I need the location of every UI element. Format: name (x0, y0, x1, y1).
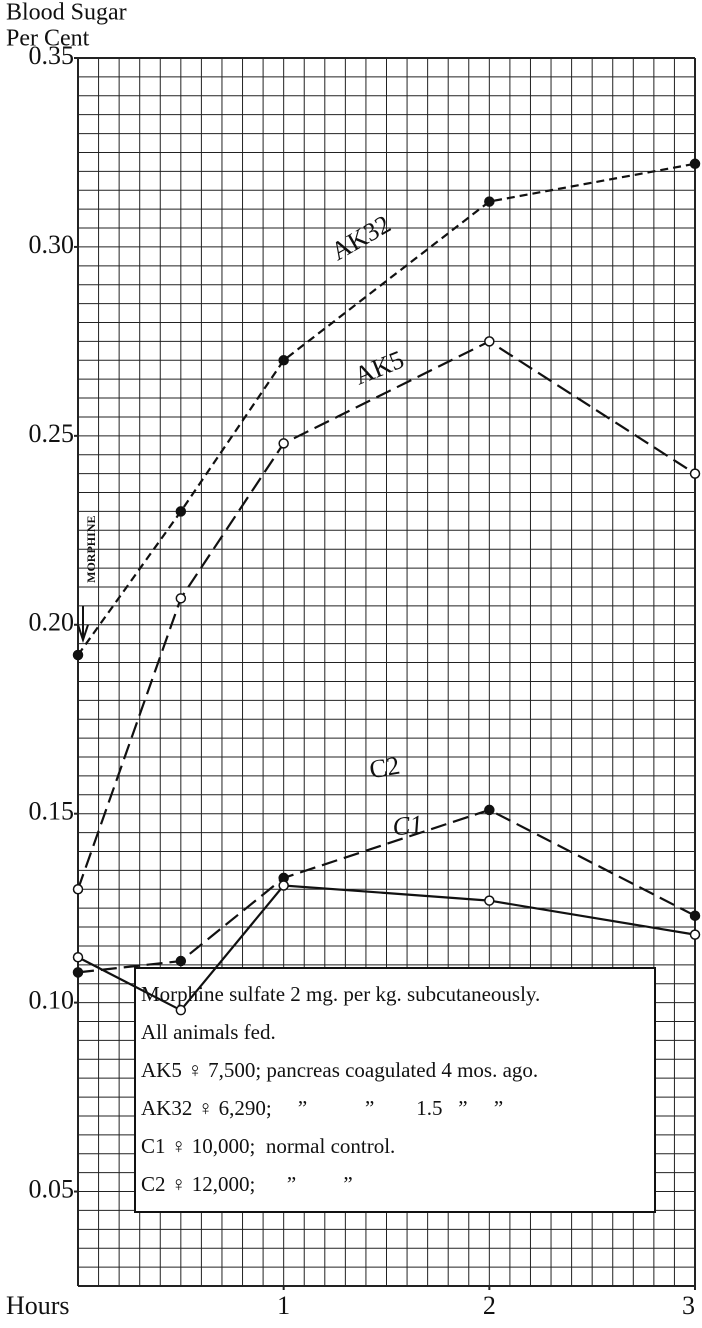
note-box (134, 967, 656, 1213)
x-tick-label: 1 (277, 1291, 290, 1320)
data-point (484, 336, 495, 347)
data-point (175, 593, 187, 604)
y-tick-label: 0.30 (29, 230, 75, 259)
series-label: AK32 (326, 209, 396, 266)
note-line: C2 ♀ 12,000; ” ” (141, 1172, 353, 1196)
data-point (175, 1004, 187, 1016)
annotation: MORPHINE (84, 516, 98, 583)
series-label: AK5 (350, 345, 408, 391)
data-point (484, 196, 495, 207)
note-line: C1 ♀ 10,000; normal control. (141, 1134, 395, 1158)
x-tick-label: 2 (483, 1291, 496, 1320)
data-point (484, 895, 495, 906)
data-point (689, 468, 701, 479)
arrow (77, 605, 89, 644)
series-label: C2 (367, 751, 402, 785)
y-tick-label: 0.20 (29, 608, 75, 637)
y-axis-label: Blood Sugar (6, 0, 127, 26)
data-point (278, 438, 289, 449)
data-point (72, 967, 84, 978)
x-tick-label: 3 (682, 1291, 695, 1320)
series-label: C1 (391, 809, 424, 841)
y-tick-label: 0.25 (29, 419, 75, 448)
data-point (484, 804, 495, 816)
data-point (689, 929, 701, 940)
y-tick-label: 0.35 (29, 41, 75, 70)
note-line: AK32 ♀ 6,290; ” ” 1.5 ” ” (141, 1096, 503, 1120)
y-tick-label: 0.15 (29, 797, 75, 826)
y-axis-label: Per Cent (6, 26, 90, 52)
data-point (689, 910, 701, 921)
note-line: Morphine sulfate 2 mg. per kg. subcutane… (141, 982, 540, 1006)
series-line (77, 162, 696, 656)
data-point (72, 952, 84, 963)
data-point (175, 506, 187, 517)
data-point (278, 355, 289, 366)
data-point (689, 158, 701, 170)
data-point (175, 955, 187, 967)
data-point (72, 649, 84, 661)
y-tick-label: 0.10 (29, 986, 75, 1015)
note-line: All animals fed. (141, 1020, 276, 1044)
note-line: AK5 ♀ 7,500; pancreas coagulated 4 mos. … (141, 1058, 538, 1082)
y-tick-label: 0.05 (29, 1175, 75, 1204)
data-point (278, 880, 289, 891)
data-point (72, 884, 84, 895)
x-axis-label: Hours (6, 1291, 70, 1320)
